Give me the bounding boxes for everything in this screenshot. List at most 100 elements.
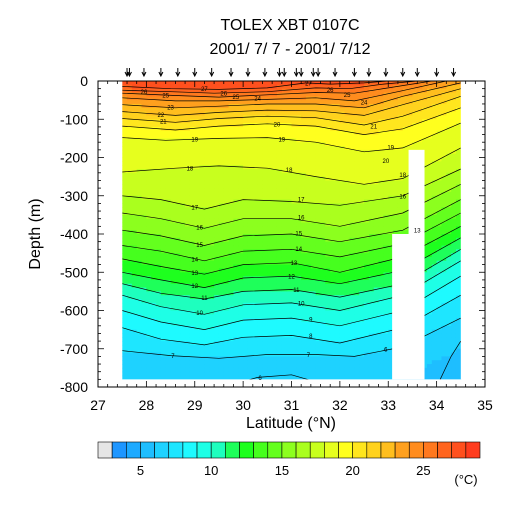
temperature-cell (185, 142, 191, 147)
temperature-cell (170, 344, 176, 350)
temperature-cell (180, 153, 186, 159)
temperature-cell (247, 157, 254, 162)
temperature-cell (291, 226, 297, 231)
temperature-cell (146, 81, 152, 86)
temperature-cell (199, 218, 206, 224)
temperature-cell (286, 299, 293, 304)
temperature-cell (354, 130, 360, 136)
temperature-cell (238, 352, 244, 357)
temperature-cell (393, 211, 399, 216)
temperature-cell (291, 142, 297, 147)
temperature-cell (175, 272, 181, 277)
temperature-cell (199, 310, 206, 315)
temperature-cell (296, 81, 302, 86)
temperature-cell (223, 360, 230, 365)
temperature-cell (325, 287, 331, 292)
temperature-cell (276, 310, 283, 315)
temperature-cell (349, 92, 355, 97)
temperature-cell (359, 375, 365, 380)
temperature-cell (388, 153, 394, 159)
temperature-cell (286, 356, 293, 361)
temperature-cell (315, 157, 322, 162)
temperature-cell (247, 314, 254, 319)
temperature-cell (306, 138, 312, 143)
temperature-cell (136, 211, 143, 216)
temperature-cell (131, 318, 138, 323)
temperature-cell (325, 84, 331, 90)
temperature-cell (175, 329, 181, 335)
temperature-cell (335, 260, 341, 266)
temperature-cell (243, 276, 249, 281)
temperature-cell (189, 299, 196, 304)
temperature-cell (354, 260, 360, 266)
temperature-cell (228, 165, 235, 170)
temperature-cell (291, 119, 297, 124)
temperature-cell (272, 111, 278, 117)
temperature-cell (151, 245, 157, 250)
temperature-cell (407, 119, 414, 124)
temperature-cell (175, 207, 181, 212)
temperature-cell (267, 237, 273, 243)
temperature-cell (349, 142, 355, 147)
temperature-cell (296, 245, 302, 250)
temperature-cell (325, 161, 331, 166)
temperature-cell (146, 245, 152, 250)
temperature-cell (349, 149, 355, 155)
temperature-cell (223, 126, 230, 132)
temperature-cell (189, 337, 196, 342)
temperature-cell (180, 191, 186, 197)
temperature-cell (349, 341, 355, 346)
temperature-cell (218, 272, 225, 277)
temperature-cell (223, 283, 230, 289)
temperature-cell (199, 337, 206, 342)
temperature-cell (141, 306, 147, 312)
temperature-cell (170, 302, 176, 308)
temperature-cell (136, 184, 143, 189)
temperature-cell (160, 306, 167, 312)
temperature-cell (233, 321, 239, 327)
temperature-cell (189, 260, 196, 266)
temperature-cell (354, 172, 360, 178)
temperature-cell (209, 168, 215, 174)
temperature-cell (407, 88, 414, 94)
temperature-cell (127, 107, 133, 113)
temperature-cell (426, 115, 433, 120)
temperature-cell (257, 306, 264, 312)
temperature-cell (156, 253, 162, 258)
temperature-cell (136, 348, 143, 354)
temperature-cell (402, 218, 409, 224)
temperature-cell (364, 291, 370, 296)
temperature-cell (262, 214, 268, 220)
temperature-cell (330, 188, 336, 193)
temperature-cell (383, 325, 389, 331)
temperature-cell (122, 195, 128, 201)
temperature-cell (276, 356, 283, 361)
temperature-cell (368, 279, 375, 285)
temperature-cell (214, 272, 220, 277)
temperature-cell (194, 218, 201, 224)
temperature-cell (146, 237, 152, 243)
temperature-cell (136, 115, 143, 120)
temperature-cell (359, 211, 365, 216)
temperature-cell (151, 222, 157, 227)
temperature-cell (218, 142, 225, 147)
temperature-cell (252, 272, 259, 277)
temperature-cell (388, 180, 394, 185)
temperature-cell (223, 199, 230, 204)
temperature-cell (422, 138, 428, 143)
temperature-cell (296, 172, 302, 178)
temperature-cell (233, 81, 239, 86)
temperature-cell (267, 161, 273, 166)
temperature-cell (306, 356, 312, 361)
temperature-cell (388, 364, 394, 369)
temperature-cell (252, 214, 259, 220)
temperature-cell (315, 165, 322, 170)
temperature-cell (354, 356, 360, 361)
temperature-cell (146, 329, 152, 335)
temperature-cell (388, 310, 394, 315)
temperature-cell (306, 325, 312, 331)
temperature-cell (160, 207, 167, 212)
temperature-cell (373, 119, 380, 124)
temperature-cell (388, 199, 394, 204)
temperature-cell (402, 172, 409, 178)
